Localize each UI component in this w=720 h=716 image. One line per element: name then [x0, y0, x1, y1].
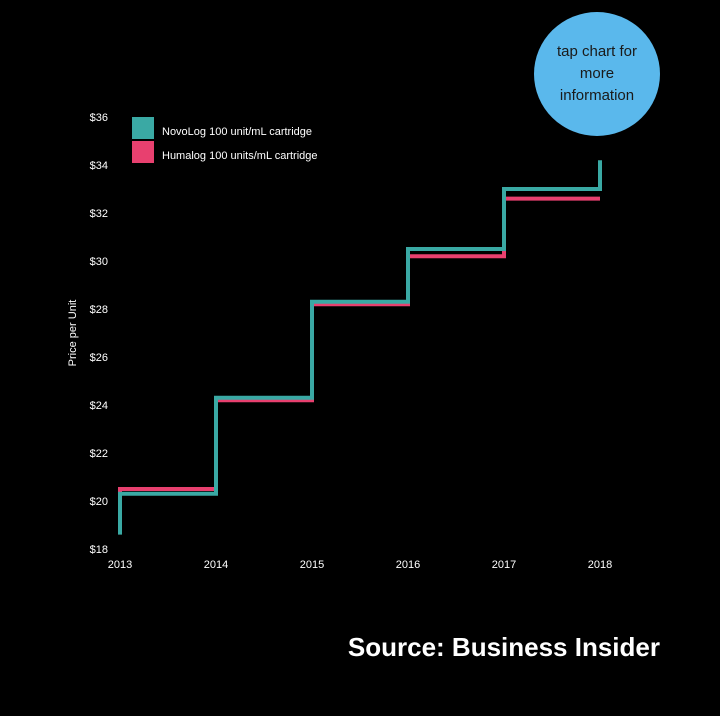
x-tick-label: 2015 — [300, 559, 324, 571]
y-axis-title: Price per Unit — [67, 300, 79, 367]
y-tick-label: $32 — [90, 208, 108, 220]
y-tick-label: $22 — [90, 448, 108, 460]
info-bubble-button[interactable]: tap chart for more information — [534, 12, 660, 136]
series-lines — [118, 160, 602, 535]
info-bubble-label: tap chart for more information — [556, 43, 638, 104]
x-axis-ticks: 2013 2014 2015 2016 2017 2018 — [108, 559, 612, 571]
y-tick-label: $18 — [90, 544, 108, 556]
x-tick-label: 2013 — [108, 559, 132, 571]
y-axis-ticks: $18 $20 $22 $24 $26 $28 $30 $32 $34 $36 — [90, 112, 108, 556]
y-tick-label: $26 — [90, 352, 108, 364]
x-tick-label: 2016 — [396, 559, 420, 571]
y-tick-label: $30 — [90, 256, 108, 268]
legend-swatch-novolog — [132, 117, 154, 139]
legend-swatch-humalog — [132, 141, 154, 163]
x-tick-label: 2014 — [204, 559, 228, 571]
y-tick-label: $24 — [90, 400, 108, 412]
source-credit: Source: Business Insider — [347, 632, 660, 662]
legend-label-novolog: NovoLog 100 unit/mL cartridge — [162, 126, 312, 138]
legend-label-humalog: Humalog 100 units/mL cartridge — [162, 150, 318, 162]
x-tick-label: 2017 — [492, 559, 516, 571]
y-tick-label: $34 — [90, 160, 108, 172]
x-tick-label: 2018 — [588, 559, 612, 571]
y-tick-label: $36 — [90, 112, 108, 124]
y-tick-label: $20 — [90, 496, 108, 508]
series-line-novolog — [118, 160, 602, 535]
y-tick-label: $28 — [90, 304, 108, 316]
legend: NovoLog 100 unit/mL cartridge Humalog 10… — [132, 117, 318, 163]
series-line-humalog — [118, 196, 600, 533]
